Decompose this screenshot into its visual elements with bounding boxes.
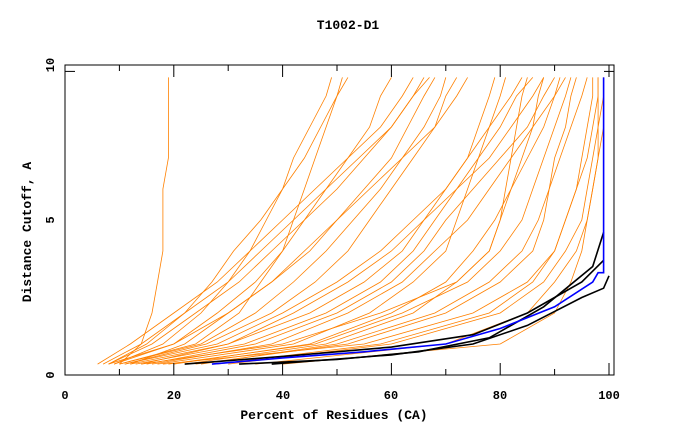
x-tick-40: 40: [276, 389, 290, 403]
model-curve-23: [157, 77, 506, 365]
model-curve-3: [119, 77, 169, 365]
y-tick-5: 5: [44, 216, 58, 223]
plot-frame: [64, 64, 615, 376]
y-tick-10: 10: [44, 58, 58, 72]
model-curve-6: [146, 77, 555, 365]
model-curve-24: [195, 77, 577, 365]
model-curve-8: [200, 77, 588, 365]
model-curve-2: [108, 77, 349, 365]
model-curve-26: [141, 77, 545, 365]
reference-curves: [184, 232, 610, 365]
axis-ticks: [65, 65, 614, 375]
x-tick-20: 20: [167, 389, 181, 403]
model-curve-27: [102, 77, 430, 365]
model-curve-25: [119, 77, 343, 365]
model-curve-28: [168, 77, 572, 365]
model-curve-7: [173, 77, 566, 365]
reference-curve-black-3: [271, 275, 610, 365]
model-curve-17: [184, 77, 545, 365]
model-curve-18: [255, 77, 604, 365]
model-curve-30: [124, 77, 458, 365]
chart-title: T1002-D1: [317, 18, 380, 33]
x-tick-100: 100: [598, 389, 620, 403]
model-curve-16: [151, 77, 561, 365]
x-tick-60: 60: [384, 389, 398, 403]
model-curve-1: [97, 77, 414, 365]
model-curve-10: [141, 77, 528, 365]
highlight-curve-blue: [211, 77, 605, 365]
model-curve-20: [135, 77, 534, 365]
reference-curve-black-2: [239, 232, 605, 365]
x-tick-80: 80: [493, 389, 507, 403]
reference-curve-black-1: [184, 259, 605, 365]
model-curve-13: [228, 77, 599, 365]
x-tick-0: 0: [61, 389, 68, 403]
model-curve-19: [124, 77, 496, 365]
x-axis-label: Percent of Residues (CA): [240, 408, 427, 423]
y-axis-label: Distance Cutoff, A: [20, 162, 35, 303]
model-curve-14: [130, 77, 436, 365]
model-curve-22: [113, 77, 392, 365]
y-tick-0: 0: [44, 371, 58, 378]
model-curve-11: [119, 77, 447, 365]
highlight-curve: [211, 77, 605, 365]
model-curves: [97, 77, 604, 365]
model-curve-21: [282, 77, 604, 365]
model-curve-29: [217, 77, 599, 365]
model-curve-9: [113, 77, 332, 365]
model-curve-5: [130, 77, 523, 365]
